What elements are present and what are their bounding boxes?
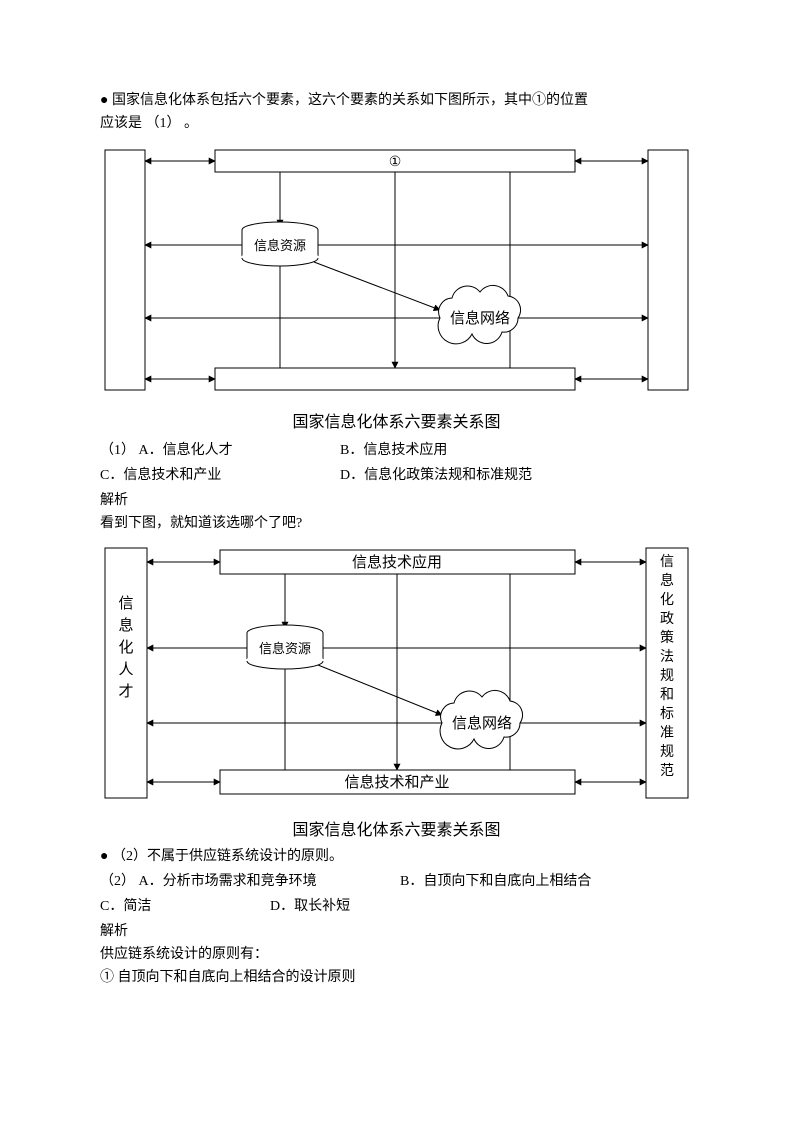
right-box xyxy=(648,150,688,390)
q1-analysis-label: 解析 xyxy=(100,490,693,511)
diagram-1: ① 信息资源 xyxy=(100,140,693,400)
resource-cylinder: 信息资源 xyxy=(242,222,318,266)
q2-prompt: ● （2）不属于供应链系统设计的原则。 xyxy=(100,846,693,867)
q2-num-optA: （2） A．分析市场需求和竞争环境 xyxy=(100,871,400,892)
bottom-box-2-label: 信息技术和产业 xyxy=(344,774,449,791)
svg-text:信息资源: 信息资源 xyxy=(259,641,311,656)
q2-optB: B．自顶向下和自底向上相结合 xyxy=(400,871,591,892)
q1-prompt-line1: ● 国家信息化体系包括六个要素，这六个要素的关系如下图所示，其中①的位置 xyxy=(100,90,693,111)
svg-text:信息网络: 信息网络 xyxy=(450,310,510,327)
diagram-2: 信息化人才 信息化政策法规和标准规范 信息技术应用 信息技术和产业 xyxy=(100,538,693,808)
resource-cylinder-2: 信息资源 xyxy=(247,625,323,669)
top-box-2-label: 信息技术应用 xyxy=(352,553,442,571)
q1-optC: C．信息技术和产业 xyxy=(100,465,340,486)
left-box xyxy=(105,150,145,390)
diagram2-caption: 国家信息化体系六要素关系图 xyxy=(100,816,693,840)
left-box-label: 信息化人才 xyxy=(118,595,133,700)
diagram1-caption: 国家信息化体系六要素关系图 xyxy=(100,408,693,432)
q1-analysis-text: 看到下图，就知道该选哪个了吧? xyxy=(100,513,693,534)
q2-analysis-label: 解析 xyxy=(100,921,693,942)
bottom-box xyxy=(215,368,575,390)
q2-optC: C．简洁 xyxy=(100,896,270,917)
q2-analysis-line1: 供应链系统设计的原则有： xyxy=(100,944,693,965)
q1-optB: B．信息技术应用 xyxy=(340,440,447,461)
network-cloud: 信息网络 xyxy=(438,285,520,343)
top-box-label: ① xyxy=(389,155,402,170)
svg-text:信息网络: 信息网络 xyxy=(452,715,512,732)
svg-text:信息资源: 信息资源 xyxy=(254,238,306,253)
q2-optD: D．取长补短 xyxy=(270,896,350,917)
q2-analysis-line2: ① 自顶向下和自底向上相结合的设计原则 xyxy=(100,967,693,988)
q1-optD: D．信息化政策法规和标准规范 xyxy=(340,465,532,486)
q1-num-optA: （1） A．信息化人才 xyxy=(100,440,340,461)
q1-prompt-line2: 应该是 （1） 。 xyxy=(100,113,693,134)
